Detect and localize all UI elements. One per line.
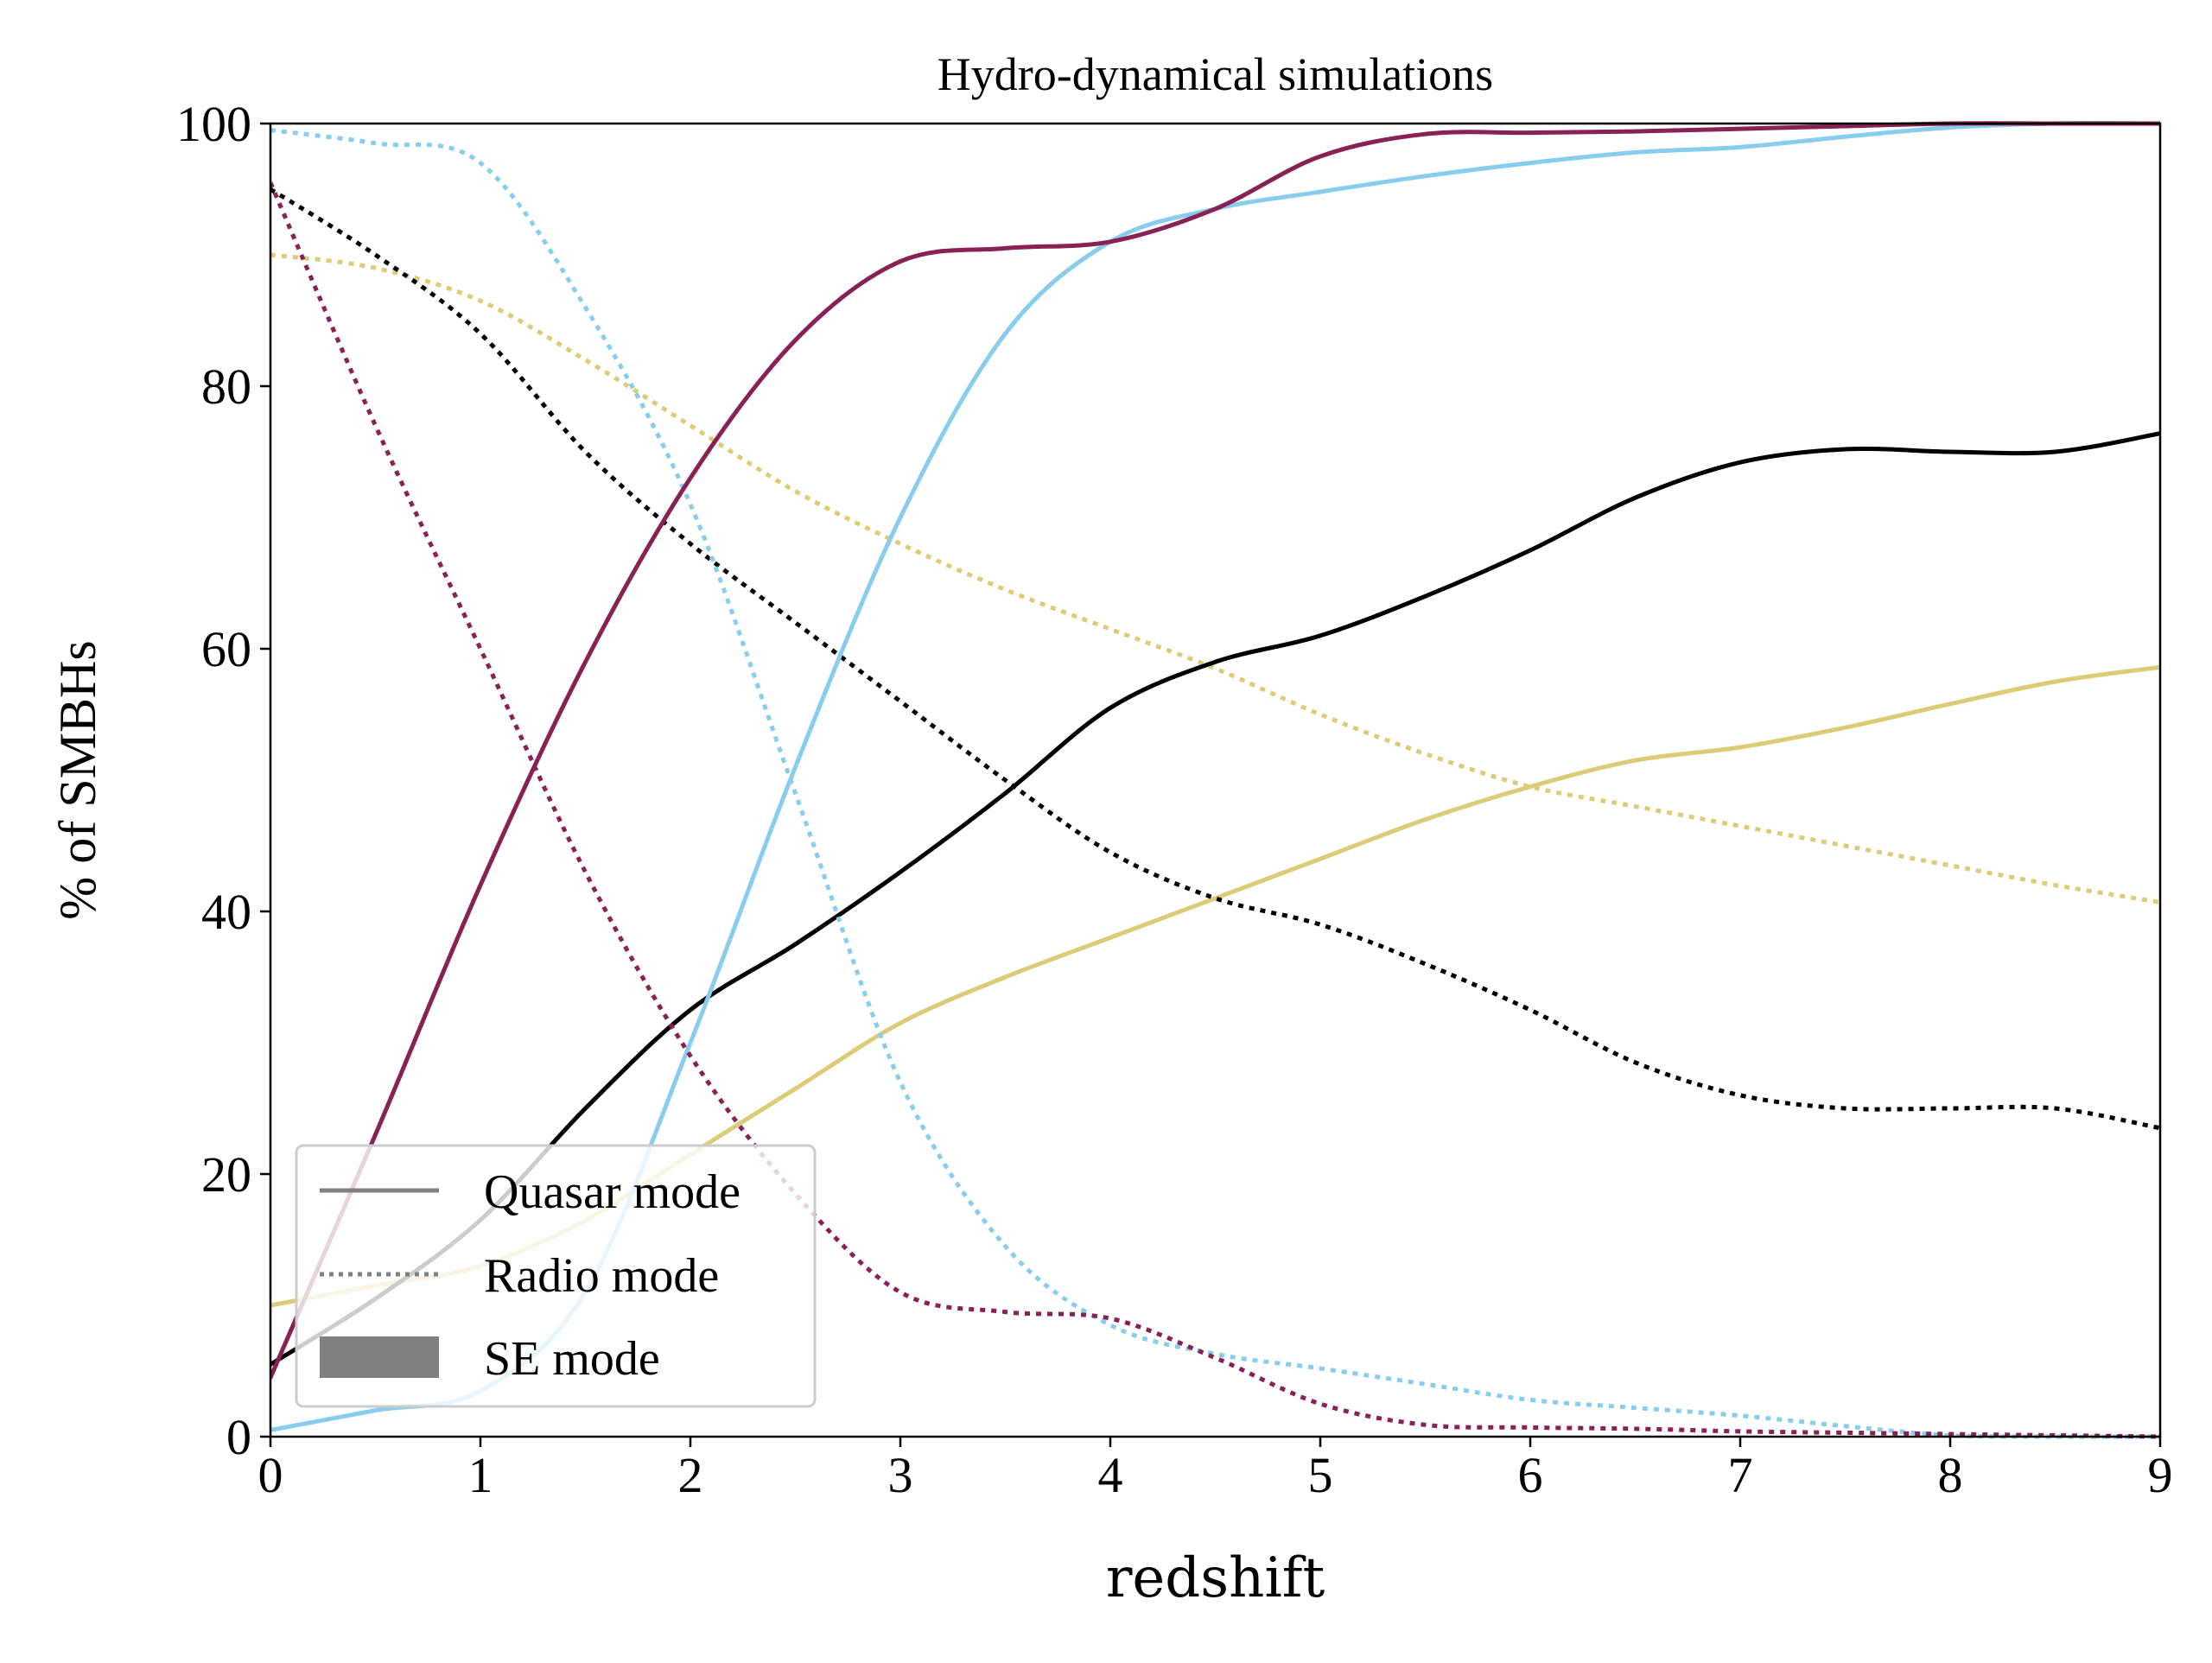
series-radio-black-line (270, 187, 2160, 1131)
y-tick-label: 100 (176, 96, 251, 152)
x-tick-label: 0 (258, 1447, 283, 1503)
plot-frame (269, 122, 2162, 1438)
x-tick-label: 7 (1728, 1447, 1753, 1503)
chart-title: Hydro-dynamical simulations (938, 48, 1493, 100)
tick-layer: 0 1 2 3 4 5 6 7 8 9 0 20 40 60 80 100 (176, 96, 2173, 1503)
x-tick-label: 4 (1098, 1447, 1123, 1503)
legend-se-swatch (320, 1336, 439, 1378)
y-tick-label: 40 (201, 884, 251, 940)
x-tick-label: 8 (1938, 1447, 1963, 1503)
series-radio-yellow-line (270, 252, 2160, 904)
x-tick-label: 3 (888, 1447, 913, 1503)
series-radio-blue-line (270, 128, 2160, 1439)
series-layer (270, 121, 2160, 1439)
x-tick-label: 5 (1308, 1447, 1333, 1503)
series-quasar-black-line (270, 431, 2160, 1367)
series-quasar-purple-line (270, 121, 2160, 1381)
x-tick-label: 6 (1518, 1447, 1543, 1503)
x-axis-title: redshift (1106, 1546, 1325, 1610)
series-radio-purple-line (270, 181, 2160, 1439)
y-tick-label: 80 (201, 359, 251, 415)
legend-label-quasar: Quasar mode (484, 1165, 741, 1219)
y-axis-title: % of SMBHs (49, 640, 106, 919)
x-tick-label: 9 (2148, 1447, 2173, 1503)
legend-label-radio: Radio mode (484, 1249, 719, 1303)
x-tick-label: 2 (678, 1447, 703, 1503)
legend: Quasar mode Radio mode SE mode (295, 1144, 817, 1408)
legend-label-se: SE mode (484, 1332, 660, 1386)
y-tick-label: 60 (201, 621, 251, 677)
x-tick-label: 1 (468, 1447, 493, 1503)
y-tick-label: 0 (226, 1409, 251, 1465)
y-tick-label: 20 (201, 1146, 251, 1203)
